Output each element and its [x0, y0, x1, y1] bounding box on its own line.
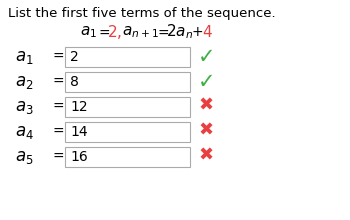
- Text: ✖: ✖: [198, 97, 213, 115]
- Text: =: =: [52, 125, 64, 139]
- Text: ✓: ✓: [198, 47, 216, 67]
- Text: 8: 8: [70, 75, 79, 89]
- FancyBboxPatch shape: [65, 122, 190, 142]
- Text: =: =: [52, 75, 64, 89]
- Text: $4$: $4$: [202, 24, 213, 40]
- Text: 16: 16: [70, 150, 88, 164]
- Text: 12: 12: [70, 100, 88, 114]
- Text: $2a_n$: $2a_n$: [166, 23, 193, 41]
- Text: $a_{1}$: $a_{1}$: [15, 48, 34, 66]
- Text: $a_{4}$: $a_{4}$: [15, 123, 34, 141]
- Text: $a_{3}$: $a_{3}$: [15, 98, 34, 116]
- Text: $a_{2}$: $a_{2}$: [15, 73, 34, 91]
- FancyBboxPatch shape: [65, 47, 190, 67]
- Text: $=$: $=$: [96, 25, 111, 39]
- Text: ✖: ✖: [198, 122, 213, 140]
- Text: =: =: [52, 150, 64, 164]
- FancyBboxPatch shape: [65, 97, 190, 117]
- Text: =: =: [52, 100, 64, 114]
- Text: $a_1$: $a_1$: [80, 24, 97, 40]
- Text: $+$: $+$: [191, 25, 203, 39]
- Text: 2: 2: [70, 50, 79, 64]
- Text: ✖: ✖: [198, 147, 213, 165]
- Text: $=$: $=$: [155, 25, 170, 39]
- FancyBboxPatch shape: [65, 72, 190, 92]
- Text: $2,$: $2,$: [107, 23, 122, 41]
- FancyBboxPatch shape: [65, 147, 190, 167]
- Text: $a_{5}$: $a_{5}$: [15, 148, 34, 166]
- Text: =: =: [52, 50, 64, 64]
- Text: 14: 14: [70, 125, 88, 139]
- Text: List the first five terms of the sequence.: List the first five terms of the sequenc…: [8, 7, 276, 20]
- Text: $a_{n+1}$: $a_{n+1}$: [122, 24, 159, 40]
- Text: ✓: ✓: [198, 72, 216, 92]
